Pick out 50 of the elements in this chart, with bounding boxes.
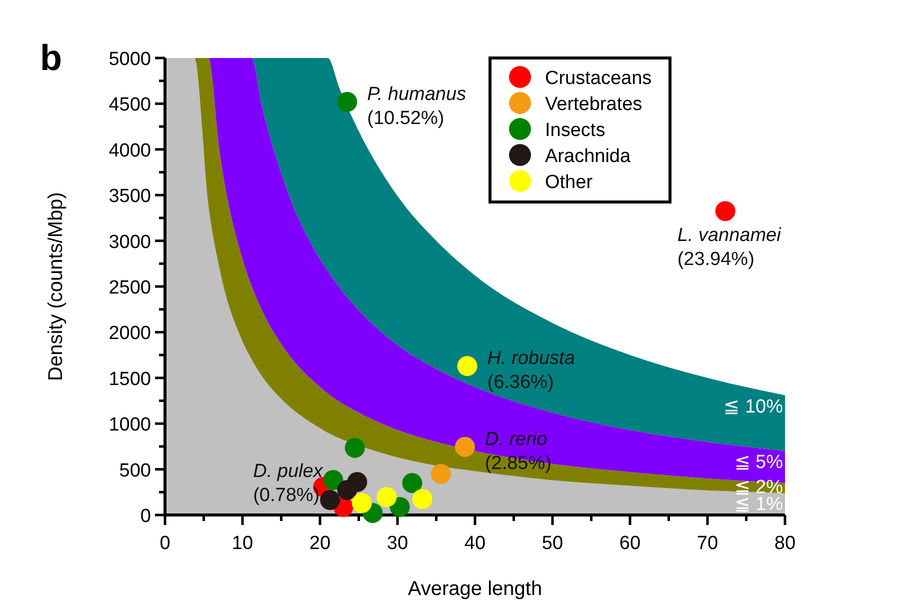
y-tick-label: 500 bbox=[119, 460, 151, 482]
legend-label: Insects bbox=[545, 120, 606, 141]
annotation: H. robusta (6.36%) bbox=[487, 348, 575, 394]
point bbox=[454, 436, 475, 457]
annotation: D. pulex (0.78%) bbox=[253, 461, 324, 506]
annotation: L. vannamei (23.94%) bbox=[677, 225, 782, 270]
x-tick-label: 30 bbox=[386, 533, 408, 554]
point bbox=[320, 490, 340, 510]
legend-label: Other bbox=[545, 172, 594, 193]
point bbox=[344, 438, 365, 458]
legend-label: Vertebrates bbox=[545, 94, 642, 115]
legend-label: Arachnida bbox=[545, 146, 631, 167]
x-tick-label: 70 bbox=[696, 533, 718, 554]
point bbox=[390, 496, 410, 517]
y-tick-label: 5000 bbox=[108, 49, 151, 70]
point bbox=[337, 480, 358, 500]
y-tick-label: 1000 bbox=[108, 414, 151, 436]
x-axis-title: Average length bbox=[408, 578, 542, 600]
y-axis-title: Density (counts/Mbp) bbox=[45, 192, 67, 381]
y-tick-label: 3500 bbox=[108, 186, 151, 208]
point bbox=[412, 489, 432, 509]
y-tick-label: 2500 bbox=[108, 278, 151, 298]
point bbox=[376, 487, 397, 507]
series-label: ≦ 1% bbox=[734, 494, 784, 516]
point bbox=[715, 201, 736, 222]
x-tick-label: 80 bbox=[774, 533, 796, 554]
point bbox=[402, 473, 422, 493]
x-tick-label: 60 bbox=[619, 533, 641, 554]
point bbox=[337, 92, 358, 112]
y-tick-label: 4500 bbox=[108, 94, 151, 116]
text: b bbox=[40, 37, 62, 78]
x-tick-label: 40 bbox=[464, 533, 486, 554]
legend-label: Crustaceans bbox=[545, 68, 652, 89]
annotation: P. humanus (10.52%) bbox=[367, 84, 467, 129]
x-tick-label: 50 bbox=[542, 533, 564, 554]
series-label: ≦ 5% bbox=[734, 452, 784, 474]
y-tick-label: 2000 bbox=[108, 323, 151, 344]
y-tick-label: 0 bbox=[140, 506, 151, 527]
y-tick-label: 4000 bbox=[108, 140, 151, 162]
x-tick-label: 10 bbox=[232, 533, 254, 554]
point bbox=[430, 464, 451, 484]
point bbox=[352, 493, 372, 514]
x-tick-label: 20 bbox=[309, 533, 331, 554]
y-tick-label: 1500 bbox=[108, 368, 151, 390]
x-tick-label: 0 bbox=[160, 533, 170, 554]
series-label: ≦ 10% bbox=[724, 396, 784, 418]
point bbox=[457, 356, 478, 376]
point bbox=[323, 470, 344, 490]
y-tick-label: 3000 bbox=[108, 232, 151, 253]
annotation: D. rerio (2.85%) bbox=[484, 428, 552, 474]
